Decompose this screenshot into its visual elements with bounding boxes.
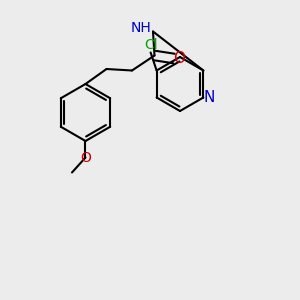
Text: N: N xyxy=(203,90,214,105)
Text: O: O xyxy=(173,51,185,66)
Text: NH: NH xyxy=(130,22,152,35)
Text: O: O xyxy=(80,151,91,164)
Text: Cl: Cl xyxy=(144,38,158,52)
